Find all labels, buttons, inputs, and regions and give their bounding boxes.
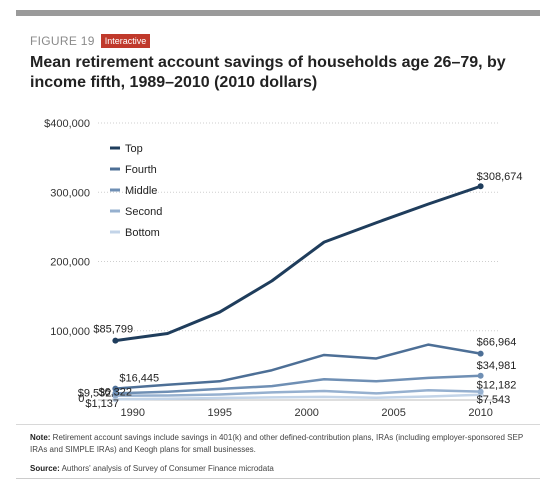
legend-label-bottom: Bottom — [125, 227, 160, 239]
footer-divider — [16, 424, 540, 425]
source-text: Authors' analysis of Survey of Consumer … — [59, 464, 274, 473]
interactive-badge[interactable]: Interactive — [100, 34, 151, 48]
end-point-middle — [477, 372, 484, 379]
note-text: Retirement account savings include savin… — [30, 433, 524, 454]
start-value-label: $9,532 — [78, 387, 112, 399]
y-tick-label: 100,000 — [50, 326, 90, 338]
start-point-top — [112, 337, 119, 344]
x-tick-label: 2005 — [381, 407, 405, 419]
end-value-label: $308,674 — [477, 171, 523, 183]
bottom-rule — [16, 478, 540, 479]
y-tick-label: $400,000 — [44, 118, 90, 130]
zero-label: 0 — [78, 393, 84, 405]
y-tick-label: 200,000 — [50, 257, 90, 269]
end-point-second — [477, 388, 484, 395]
start-value-label: $16,445 — [119, 373, 159, 385]
legend-label-top: Top — [125, 143, 143, 155]
end-point-top — [477, 183, 484, 190]
end-value-label: $66,964 — [477, 337, 517, 349]
start-value-label: $6,322 — [98, 387, 132, 399]
chart-title: Mean retirement account savings of house… — [30, 54, 506, 91]
end-value-label: $34,981 — [477, 360, 517, 372]
series-line-second — [115, 389, 481, 397]
series-line-middle — [115, 374, 481, 395]
end-value-label: $12,182 — [477, 380, 517, 392]
series-line-bottom — [115, 393, 481, 401]
end-value-label: $7,543 — [477, 394, 511, 406]
x-tick-label: 2010 — [468, 407, 492, 419]
figure-header: FIGURE 19 Interactive — [30, 34, 151, 48]
start-point-fourth — [112, 385, 119, 392]
chart-source: Source: Authors' analysis of Survey of C… — [30, 463, 538, 475]
figure-label: FIGURE 19 — [30, 34, 95, 48]
legend-label-second: Second — [125, 206, 162, 218]
x-tick-label: 2000 — [294, 407, 318, 419]
start-value-label: $85,799 — [93, 324, 133, 336]
x-tick-label: 1990 — [121, 407, 145, 419]
note-label: Note: — [30, 433, 51, 442]
start-point-middle — [112, 390, 119, 397]
x-tick-label: 1995 — [207, 407, 231, 419]
series-line-top — [115, 184, 482, 343]
legend-label-fourth: Fourth — [125, 164, 157, 176]
legend-label-middle: Middle — [125, 185, 157, 197]
end-point-fourth — [477, 350, 484, 357]
start-value-label: $1,137 — [85, 398, 119, 410]
source-label: Source: — [30, 464, 60, 473]
y-tick-label: 300,000 — [50, 187, 90, 199]
top-rule — [16, 10, 540, 16]
chart-note: Note: Retirement account savings include… — [30, 432, 538, 456]
series-line-fourth — [115, 343, 481, 390]
